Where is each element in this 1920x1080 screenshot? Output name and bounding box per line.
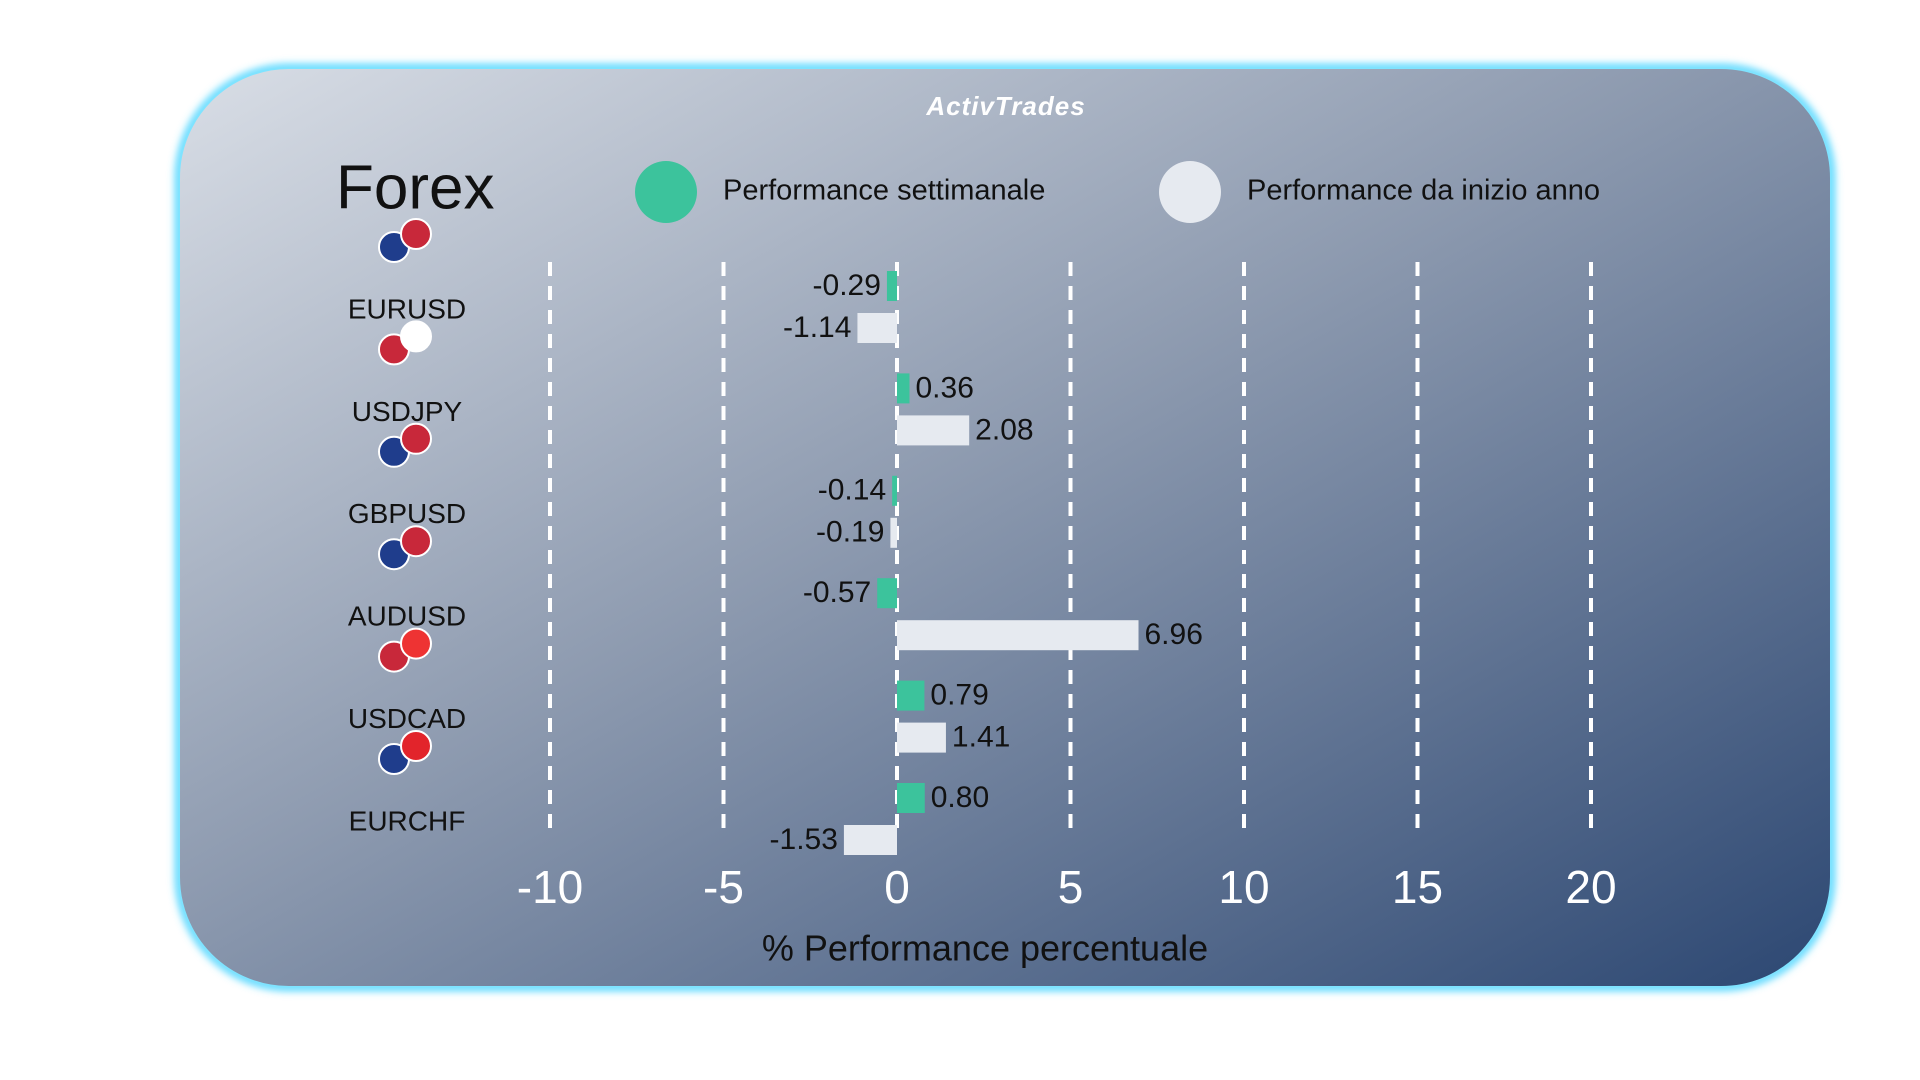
bar <box>843 825 897 855</box>
value-label: 0.79 <box>930 679 988 712</box>
brand-logo: ActivTrades <box>925 91 1085 121</box>
bar <box>877 578 897 609</box>
value-label: -0.29 <box>813 269 881 302</box>
legend-label: Performance settimanale <box>723 175 1045 207</box>
value-label: 1.41 <box>952 721 1010 754</box>
flag <box>400 525 432 558</box>
value-label: 0.80 <box>931 781 989 814</box>
flag <box>400 627 432 660</box>
category-label: USDJPY <box>352 396 463 427</box>
flag <box>400 422 432 455</box>
value-label: 6.96 <box>1145 618 1203 651</box>
bar <box>857 313 897 343</box>
category-label: EURUSD <box>348 293 466 324</box>
legend-marker <box>635 161 697 223</box>
flag <box>400 730 432 762</box>
category-label: GBPUSD <box>348 498 466 529</box>
bar <box>897 783 925 813</box>
bar <box>897 415 970 446</box>
legend-label: Performance da inizio anno <box>1247 175 1600 207</box>
value-label: -1.14 <box>783 311 851 344</box>
value-label: -0.14 <box>818 474 886 507</box>
x-tick-label: 20 <box>1565 861 1616 913</box>
bar <box>897 680 925 711</box>
x-tick-label: -10 <box>517 861 583 913</box>
chart-title: Forex <box>336 153 494 222</box>
value-label: 0.36 <box>915 371 973 404</box>
x-tick-label: -5 <box>703 861 744 913</box>
category-label: USDCAD <box>348 703 466 734</box>
bar <box>886 271 897 301</box>
value-label: -0.57 <box>803 576 871 609</box>
category-label: AUDUSD <box>348 601 466 632</box>
flag <box>400 320 432 353</box>
x-tick-label: 15 <box>1392 861 1443 913</box>
bar <box>890 517 897 548</box>
legend-marker <box>1159 161 1221 223</box>
value-label: -1.53 <box>770 823 838 856</box>
x-tick-label: 0 <box>884 861 910 913</box>
bar <box>897 373 910 404</box>
flag <box>400 218 432 250</box>
x-tick-label: 10 <box>1218 861 1269 913</box>
x-axis-title: % Performance percentuale <box>762 928 1208 969</box>
bar <box>897 722 946 753</box>
category-label: EURCHF <box>349 805 466 836</box>
bar <box>897 620 1139 651</box>
x-tick-label: 5 <box>1058 861 1084 913</box>
value-label: 2.08 <box>975 413 1033 446</box>
bar <box>892 475 897 506</box>
value-label: -0.19 <box>816 516 884 549</box>
